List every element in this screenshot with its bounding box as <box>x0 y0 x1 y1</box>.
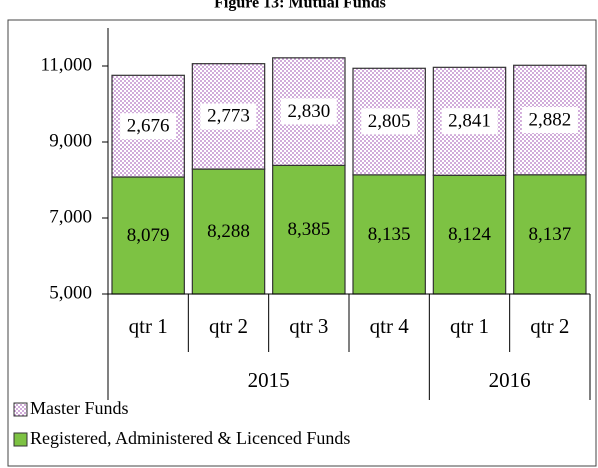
y-tick-label: 9,000 <box>49 130 92 151</box>
data-label: 2,676 <box>127 116 170 137</box>
data-label: 8,135 <box>368 224 411 245</box>
bar-segment <box>191 168 266 295</box>
x-tick-label: qtr 1 <box>129 314 168 338</box>
label-bg <box>120 113 177 140</box>
x-tick-label: qtr 2 <box>530 314 569 338</box>
y-tick-label: 11,000 <box>40 54 92 75</box>
group-label: 2015 <box>248 368 290 392</box>
legend-swatch <box>13 402 28 417</box>
legend-swatch <box>13 432 28 447</box>
data-label: 2,882 <box>528 109 571 130</box>
label-bg <box>521 107 578 134</box>
bar-segment <box>432 174 507 295</box>
bar-segment <box>272 164 346 295</box>
data-label: 2,841 <box>448 111 491 132</box>
data-label: 2,830 <box>287 101 330 122</box>
label-bg <box>280 98 337 125</box>
label-bg <box>200 103 257 130</box>
bar-segment <box>352 174 426 295</box>
x-tick-label: qtr 3 <box>289 314 328 338</box>
legend-label: Registered, Administered & Licenced Fund… <box>30 428 350 448</box>
chart-title: Figure 13: Mutual Funds <box>214 0 386 12</box>
data-label: 8,124 <box>448 224 491 245</box>
y-tick-label: 7,000 <box>49 206 92 227</box>
bar-segment <box>513 174 587 295</box>
x-tick-label: qtr 2 <box>209 314 248 338</box>
x-tick-label: qtr 4 <box>370 314 410 338</box>
group-label: 2016 <box>489 368 531 392</box>
label-bg <box>361 108 418 135</box>
label-bg <box>441 108 498 135</box>
legend-label: Master Funds <box>30 398 129 418</box>
x-tick-label: qtr 1 <box>450 314 489 338</box>
data-label: 2,805 <box>368 111 411 132</box>
data-label: 2,773 <box>207 106 250 127</box>
y-tick-label: 5,000 <box>49 282 92 303</box>
data-label: 8,079 <box>127 225 170 246</box>
data-label: 8,288 <box>207 221 250 242</box>
data-label: 8,137 <box>528 224 571 245</box>
data-label: 8,385 <box>287 219 330 240</box>
